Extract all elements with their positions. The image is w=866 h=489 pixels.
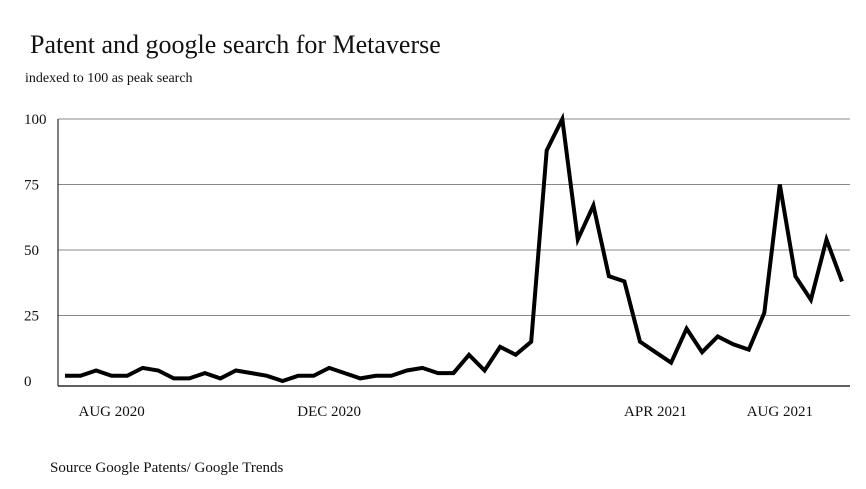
x-tick-label: DEC 2020	[297, 404, 361, 420]
x-tick-label: AUG 2020	[78, 404, 144, 420]
y-tick-label: 75	[24, 178, 39, 194]
y-axis-ticks: 0 25 50 75 100	[24, 112, 47, 390]
y-tick-label: 0	[24, 374, 32, 390]
y-tick-label: 50	[24, 243, 39, 259]
chart-subtitle: indexed to 100 as peak search	[25, 71, 193, 86]
y-tick-label: 25	[24, 309, 39, 325]
grid-lines	[57, 118, 850, 387]
x-tick-label: APR 2021	[624, 404, 687, 420]
series-group	[65, 112, 844, 384]
series-line	[65, 112, 844, 384]
chart-title: Patent and google search for Metaverse	[30, 30, 441, 59]
source-note: Source Google Patents/ Google Trends	[50, 460, 284, 476]
y-tick-label: 100	[24, 112, 47, 128]
x-tick-label: AUG 2021	[747, 404, 813, 420]
